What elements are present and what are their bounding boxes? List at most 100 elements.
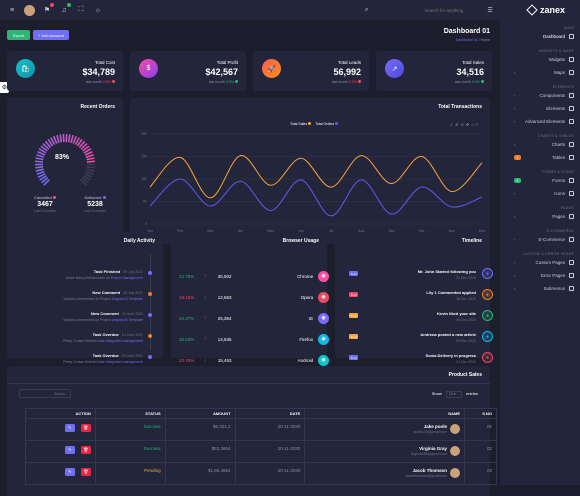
user-add-icon[interactable]: ● [482,268,493,279]
activity-link[interactable]: Project Management [111,276,143,280]
table-search-input[interactable] [19,389,71,398]
sidebar-item-submenus[interactable]: ‹Submenus [500,282,580,295]
delivered-stat: Delivered 5238 Last 6 months [75,195,115,213]
column-header-amount[interactable]: AMOUNT [165,409,235,419]
article-icon[interactable]: ● [482,331,493,342]
thumbs-up-icon[interactable]: ● [482,310,493,321]
activity-dot [148,334,152,338]
breadcrumb-home[interactable]: Home [481,38,490,42]
timeline-time: 18 Dec 2020 [426,297,476,301]
stat-label: Total Cost [95,60,115,65]
sidebar-item-label: Custom Pages [535,260,565,265]
sidebar-item-icons[interactable]: ‹Icons [500,187,580,200]
sidebar-item-elements[interactable]: ‹Elements [500,102,580,115]
sidebar-item-widgets[interactable]: Widgets [500,53,580,66]
sidebar-item-pages[interactable]: ‹Pages [500,210,580,223]
comment-icon[interactable]: ● [482,289,493,300]
column-header-s-no[interactable]: S.NO [465,409,497,419]
action-cell: ✎🗑 [26,441,96,463]
export-button[interactable]: Export [7,30,30,40]
sidebar-item-icon [569,119,574,124]
cart-notification-icon[interactable]: ⚑ [42,5,52,15]
activity-link[interactable]: Integrated management [106,339,143,343]
activity-desc: Petey Cruiser finished task Integrated m… [63,339,143,343]
column-header-status[interactable]: STATUS [95,409,165,419]
menu-icon[interactable]: ≡ [7,5,17,15]
bell-icon[interactable]: ♫ [59,5,69,15]
activity-link[interactable]: AngularJS Template [112,297,143,301]
delete-button[interactable]: 🗑 [81,468,91,476]
show-label: Show [432,391,442,396]
edit-button[interactable]: ✎ [65,424,75,432]
activity-title: New Comment [92,290,120,295]
stat-trend-dot [112,80,115,83]
stat-sub-prefix: last month [86,80,102,84]
sidebar-item-label: E-Commerce [538,237,565,242]
delete-button[interactable]: 🗑 [81,446,91,454]
edit-button[interactable]: ✎ [65,468,75,476]
column-header-name[interactable]: NAME [305,409,465,419]
brand-logo[interactable]: zanex [500,0,580,20]
column-header-date[interactable]: DATE [235,409,305,419]
date-cell: 20-11-2020 [235,419,305,441]
browser-percent: 23.70% [179,358,204,363]
theme-toggle-icon[interactable]: ☼ [93,5,103,15]
gauge-tick [36,155,44,157]
fullscreen-icon[interactable]: ⛶ [76,5,86,15]
sidebar-item-icon [569,57,574,62]
sidebar-item-e-commerce[interactable]: ‹E-Commerce [500,233,580,246]
sidebar-item-dashboard[interactable]: Dashboard [500,30,580,43]
sidebar-toggle-icon[interactable]: ☰ [487,7,492,14]
action-cell: ✎🗑 [26,419,96,441]
activity-link[interactable]: Integrated management [106,360,143,364]
chevron-left-icon: ‹ [514,142,515,147]
stat-sub-value: 0.9% [472,80,480,84]
activity-desc-text: Victoria commented on Project [63,318,111,322]
sidebar-item-icon [569,191,574,196]
activity-link[interactable]: AngularJS Template [112,318,143,322]
sidebar-item-custom-pages[interactable]: ‹Custom Pages [500,256,580,269]
sidebar-item-maps[interactable]: ‹Maps [500,66,580,79]
entries-select[interactable]: 10 ▾ [446,391,462,398]
browser-percent: 12.75% [179,274,204,279]
sidebar-item-icon [569,178,574,183]
stat-value: 34,516 [456,67,484,77]
stat-sub-prefix: last month [455,80,471,84]
stat-trend-dot [358,80,361,83]
column-header-action[interactable]: ACTION [26,409,96,419]
delete-button[interactable]: 🗑 [81,424,91,432]
gauge-tick [86,155,94,157]
gauge-tick [87,161,95,162]
browser-percent: 15.63% [179,337,204,342]
delivery-icon[interactable]: ● [482,352,493,363]
delivered-value: 5238 [75,201,115,208]
add-account-button[interactable]: + Add Account [33,30,69,40]
arrow-up-icon: ↑ [204,315,218,321]
sidebar-item-advanced-elements[interactable]: ‹Advanced Elements [500,115,580,128]
sno-cell: 01 [465,419,497,441]
sidebar-item-icon [569,214,574,219]
sidebar-item-icon [569,70,574,75]
sidebar-item-label: Forms [552,178,565,183]
activity-desc: Victoria commented on Project AngularJS … [63,318,143,322]
x-tick-label: Jul [329,229,334,233]
edit-button[interactable]: ✎ [65,446,75,454]
sidebar-item-error-pages[interactable]: ‹Error Pages [500,269,580,282]
sidebar-item-label: Maps [554,70,565,75]
sidebar-item-components[interactable]: ‹Components [500,89,580,102]
browser-name: Opera [253,295,313,300]
daily-activity-title: Daily Activity [124,238,155,244]
sidebar-item-charts[interactable]: ‹Charts [500,138,580,151]
avatar[interactable] [24,5,35,16]
search-input[interactable] [368,5,463,15]
